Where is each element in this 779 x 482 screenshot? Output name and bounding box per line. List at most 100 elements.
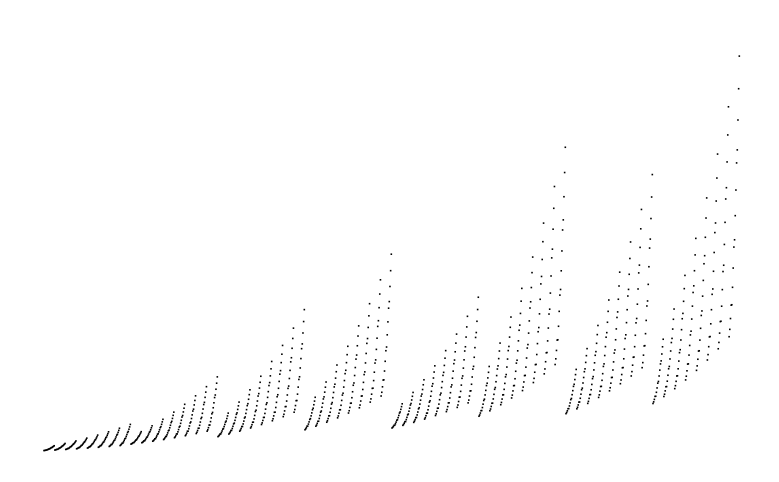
scatter-point [714, 222, 717, 224]
scatter-point [223, 425, 225, 428]
scatter-point [442, 374, 444, 377]
scatter-point [202, 403, 205, 406]
scatter-point [653, 398, 656, 401]
scatter-point [519, 312, 522, 315]
scatter-point [620, 379, 622, 381]
scatter-point [387, 307, 390, 309]
scatter-point [731, 303, 733, 306]
scatter-point [185, 433, 187, 436]
scatter-point [353, 382, 355, 384]
scatter-point [220, 431, 223, 434]
scatter-point [344, 372, 346, 375]
scatter-point [117, 431, 119, 434]
scatter-point [168, 429, 170, 431]
scatter-point [471, 376, 473, 378]
scatter-point [481, 406, 484, 409]
scatter-point [253, 414, 256, 417]
scatter-point [579, 397, 582, 400]
scatter-point [575, 368, 577, 371]
scatter-point [361, 395, 363, 397]
scatter-point [123, 439, 125, 442]
scatter-point [136, 437, 138, 440]
scatter-point [269, 375, 272, 377]
scatter-point [270, 368, 272, 370]
scatter-point [293, 411, 295, 414]
scatter-point [288, 377, 291, 380]
scatter-point [241, 425, 244, 428]
scatter-point [414, 418, 416, 421]
scatter-point [598, 394, 601, 396]
scatter-point [234, 419, 236, 422]
scatter-point [133, 441, 136, 443]
scatter-point [412, 391, 414, 394]
scatter-point [391, 426, 394, 429]
scatter-point [112, 441, 115, 443]
scatter-point [151, 425, 153, 427]
scatter-point [585, 354, 588, 357]
scatter-point [698, 349, 701, 352]
scatter-point [622, 366, 624, 369]
points-layer [43, 55, 741, 452]
scatter-point [451, 384, 453, 386]
scatter-point [107, 431, 110, 433]
scatter-point [684, 379, 687, 381]
scatter-point [718, 341, 720, 344]
scatter-point [642, 354, 645, 356]
scatter-point [143, 440, 146, 442]
scatter-point [733, 246, 735, 248]
scatter-point [224, 421, 227, 423]
scatter-point [441, 380, 444, 383]
scatter-point [597, 396, 600, 399]
scatter-point [733, 238, 736, 241]
scatter-point [629, 241, 632, 243]
scatter-point [198, 427, 200, 429]
scatter-point [734, 214, 737, 217]
scatter-point [578, 401, 581, 403]
scatter-point [73, 442, 76, 444]
scatter-point [296, 399, 298, 402]
scatter-point [156, 435, 158, 437]
scatter-point [75, 440, 77, 442]
scatter-point [300, 357, 302, 360]
scatter-point [712, 288, 714, 290]
scatter-point [651, 173, 654, 176]
scatter-point [678, 360, 680, 362]
scatter-point [583, 370, 586, 373]
scatter-point [306, 425, 309, 427]
scatter-point [359, 400, 362, 402]
scatter-point [440, 386, 443, 389]
scatter-point [455, 333, 458, 335]
scatter-point [378, 293, 381, 295]
scatter-point [418, 406, 420, 409]
scatter-point [379, 279, 382, 281]
scatter-point [659, 369, 661, 371]
scatter-point [570, 397, 573, 400]
scatter-point [381, 391, 383, 394]
scatter-point [539, 298, 541, 301]
scatter-point [536, 342, 539, 345]
scatter-point [431, 385, 433, 387]
scatter-point [187, 430, 189, 432]
scatter-point [93, 440, 96, 443]
scatter-point [720, 320, 722, 323]
scatter-point [228, 433, 230, 435]
scatter-point [722, 270, 724, 273]
scatter-point [405, 418, 408, 421]
scatter-point [85, 438, 87, 441]
scatter-point [453, 362, 455, 365]
scatter-point [699, 327, 702, 330]
scatter-point [340, 399, 343, 402]
scatter-point [176, 433, 179, 435]
scatter-point [283, 410, 286, 412]
scatter-point [707, 353, 709, 356]
scatter-point [94, 438, 97, 441]
scatter-point [490, 405, 493, 408]
scatter-point [304, 428, 307, 430]
scatter-point [603, 363, 605, 365]
scatter-point [608, 299, 610, 301]
scatter-point [627, 295, 629, 297]
scatter-point [337, 415, 340, 417]
scatter-point [350, 402, 353, 404]
scatter-point [463, 350, 466, 352]
scatter-point [106, 434, 109, 437]
